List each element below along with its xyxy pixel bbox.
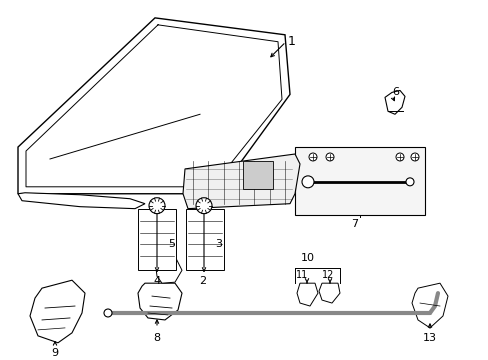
Circle shape — [104, 309, 112, 317]
Polygon shape — [183, 154, 299, 209]
Text: 11: 11 — [295, 270, 307, 280]
Circle shape — [395, 153, 403, 161]
Text: 7: 7 — [351, 219, 358, 229]
Circle shape — [308, 153, 316, 161]
Text: 13: 13 — [422, 333, 436, 343]
Polygon shape — [18, 18, 289, 194]
Polygon shape — [138, 283, 182, 320]
Text: 1: 1 — [287, 35, 295, 48]
Text: 6: 6 — [391, 87, 398, 98]
Text: 8: 8 — [153, 333, 160, 343]
Text: 12: 12 — [321, 270, 333, 280]
Bar — [294, 147, 424, 215]
Circle shape — [405, 178, 413, 186]
Text: 9: 9 — [51, 348, 59, 358]
Polygon shape — [318, 283, 339, 303]
Circle shape — [149, 198, 164, 213]
Text: 2: 2 — [199, 276, 206, 286]
Text: 3: 3 — [215, 239, 222, 249]
Text: 4: 4 — [153, 276, 160, 286]
Text: 5: 5 — [168, 239, 175, 249]
Circle shape — [302, 176, 313, 188]
Polygon shape — [155, 256, 182, 283]
Bar — [138, 209, 176, 270]
Circle shape — [410, 153, 418, 161]
Text: 10: 10 — [301, 253, 314, 263]
Polygon shape — [30, 280, 85, 343]
Polygon shape — [296, 283, 317, 306]
Polygon shape — [411, 283, 447, 328]
Bar — [243, 161, 272, 189]
Circle shape — [196, 198, 212, 213]
Polygon shape — [18, 193, 145, 209]
Bar — [185, 209, 224, 270]
Circle shape — [325, 153, 333, 161]
Polygon shape — [384, 90, 404, 114]
